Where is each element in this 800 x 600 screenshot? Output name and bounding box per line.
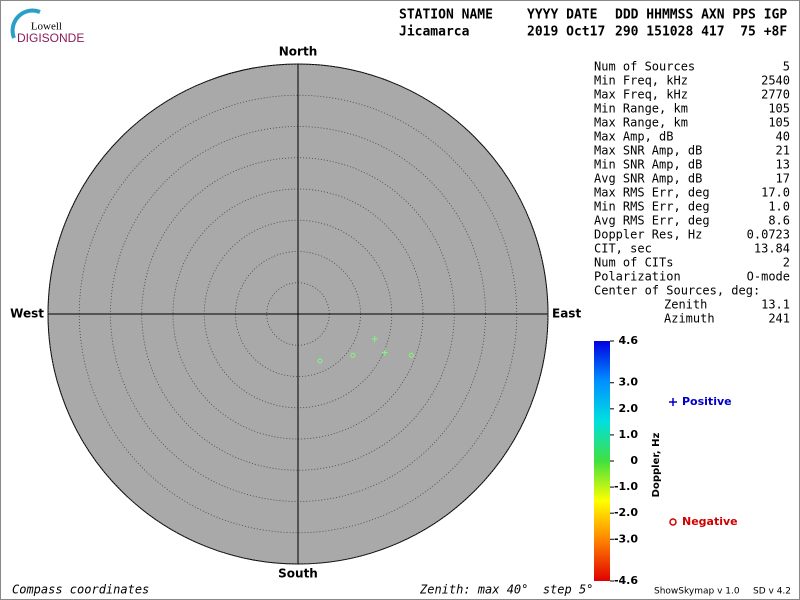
stat-label: Polarization [594,270,681,284]
stat-value: 241 [768,312,790,326]
legend-symbol [669,518,677,526]
header-column: DDD HHMMSS AXN PPS IGP [615,8,787,23]
stat-label: Avg SNR Amp, dB [594,172,702,186]
stat-value: 105 [768,102,790,116]
stat-value: 1.0 [768,200,790,214]
stat-value: 17 [776,172,790,186]
stat-label: Min Range, km [594,102,688,116]
logo-top: Lowell [31,21,62,33]
stat-value: 8.6 [768,214,790,228]
stat-value: 105 [768,116,790,130]
header-column: YYYY DATE [527,8,597,23]
source-marker [408,352,414,358]
source-marker [350,352,356,358]
footer-sd: SD v 4.2 [753,587,791,597]
colorbar-tick-label: -1.0 [614,480,638,493]
colorbar-tick-label: 0 [630,454,638,467]
stat-value: 0.0723 [747,228,790,242]
stat-label: Max Amp, dB [594,130,673,144]
colorbar-tick-label: -2.0 [614,506,638,519]
stat-label: Max SNR Amp, dB [594,144,702,158]
stat-value: 17.0 [761,186,790,200]
stat-label: CIT, sec [594,242,652,256]
stat-label: Max Range, km [594,116,688,130]
footer-left: Compass coordinates [12,583,149,597]
stat-value: 13.1 [761,298,790,312]
logo-bottom: DIGISONDE [17,31,84,45]
stat-label: Avg RMS Err, deg [594,214,710,228]
header-value: 290 151028 417 75 +8F [615,25,787,40]
source-marker [381,349,388,356]
source-marker [317,358,323,364]
stat-value: 2770 [761,88,790,102]
stat-label: Center of Sources, deg: [594,284,760,298]
header-column: STATION NAME [399,8,493,23]
direction-label: South [278,567,318,581]
colorbar-label: Doppler, Hz [651,433,662,498]
stat-label: Num of CITs [594,256,673,270]
colorbar-tick-label: 4.6 [619,334,639,347]
stat-value: 2540 [761,74,790,88]
stat-label: Zenith [664,298,707,312]
stat-value: 13.84 [754,242,790,256]
stat-value: 40 [776,130,790,144]
stat-value: 13 [776,158,790,172]
stat-value: 2 [783,256,790,270]
stat-label: Doppler Res, Hz [594,228,702,242]
header-value: 2019 Oct17 [527,25,605,40]
header-value: Jicamarca [399,25,470,40]
stat-label: Min RMS Err, deg [594,200,710,214]
colorbar-tick-label: -4.6 [614,574,638,587]
stat-label: Min Freq, kHz [594,74,688,88]
stat-label: Max Freq, kHz [594,88,688,102]
colorbar-tick-label: 2.0 [619,402,639,415]
stat-value: 5 [783,60,790,74]
colorbar-tick-label: 3.0 [619,376,639,389]
logo-arc [10,8,41,39]
legend-label: Negative [682,515,738,528]
stat-label: Num of Sources [594,60,695,74]
stat-label: Min SNR Amp, dB [594,158,702,172]
stat-value: O-mode [747,270,790,284]
stat-label: Max RMS Err, deg [594,186,710,200]
footer-version: ShowSkymap v 1.0 [654,587,740,597]
stat-label: Azimuth [664,312,715,326]
source-marker [371,335,378,342]
legend-label: Positive [682,395,732,408]
direction-label: East [552,307,581,321]
legend-symbol [669,398,677,406]
colorbar-tick-label: 1.0 [619,428,639,441]
colorbar [594,341,610,581]
footer-middle: Zenith: max 40° step 5° [419,583,593,597]
stat-value: 21 [776,144,790,158]
direction-label: West [10,307,44,321]
direction-label: North [279,45,317,59]
colorbar-tick-label: -3.0 [614,532,638,545]
